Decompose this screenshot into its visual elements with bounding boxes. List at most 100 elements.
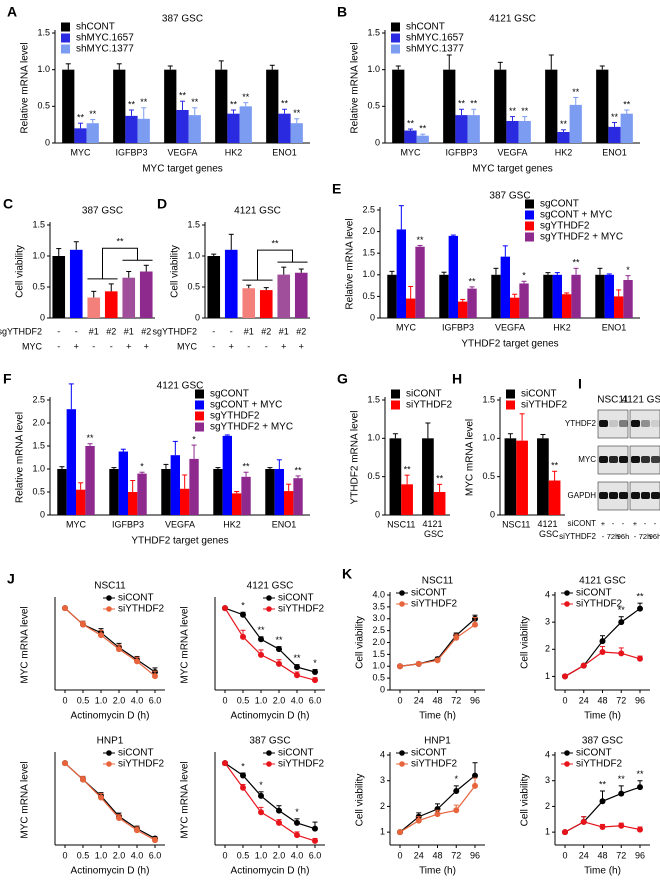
series-line bbox=[224, 607, 316, 673]
x-tick-label: 2.0 bbox=[273, 850, 286, 860]
point bbox=[618, 619, 625, 626]
blot-band bbox=[631, 492, 640, 499]
y-tick-label: 1.0 bbox=[482, 433, 495, 443]
row-value: - bbox=[634, 532, 637, 541]
x-tick-label: 0.5 bbox=[77, 850, 90, 860]
point bbox=[222, 760, 228, 767]
chart-title: NSC11 bbox=[94, 581, 126, 592]
legend-label: siCONT bbox=[278, 593, 314, 604]
legend-marker bbox=[564, 750, 570, 756]
x-tick-label: VEGFA bbox=[165, 519, 195, 529]
x-tick-label: 0 bbox=[397, 850, 402, 860]
y-tick-label: 4 bbox=[545, 749, 550, 759]
x-tick-label: 2.0 bbox=[113, 850, 126, 860]
blot-band bbox=[631, 456, 640, 463]
legend-label: siYTHDF2 bbox=[411, 759, 458, 770]
point bbox=[312, 837, 318, 844]
x-axis-label: Actinomycin D (h) bbox=[71, 711, 150, 722]
x-tick-label: 0 bbox=[222, 695, 227, 705]
y-axis-label: MYC mRNA level bbox=[465, 419, 476, 496]
bar bbox=[433, 492, 446, 515]
bar bbox=[543, 274, 553, 318]
chart-title: 4121 GSC bbox=[157, 381, 204, 392]
legend-label: sgCONT bbox=[540, 199, 579, 210]
bar bbox=[227, 113, 240, 143]
legend-marker bbox=[399, 590, 405, 596]
point bbox=[258, 636, 264, 643]
row-label: siYTHDF2 bbox=[559, 532, 596, 541]
blot-band bbox=[651, 420, 660, 427]
blot-band bbox=[599, 420, 608, 427]
y-tick-label: 3.0 bbox=[372, 613, 385, 623]
panel-letter: E bbox=[332, 181, 341, 197]
x-tick-label: HK2 bbox=[225, 147, 243, 157]
bar bbox=[232, 493, 242, 515]
y-axis-label: Cell viability bbox=[15, 245, 26, 298]
point bbox=[397, 663, 403, 670]
significance: ** bbox=[572, 87, 580, 97]
point bbox=[276, 646, 282, 653]
x-tick-label: 4121 GSC bbox=[422, 519, 445, 539]
significance: ** bbox=[470, 99, 478, 109]
y-tick-label: 1.5 bbox=[32, 440, 45, 450]
panel-letter: F bbox=[3, 371, 12, 387]
blot-band bbox=[609, 420, 618, 427]
x-tick-label: 6.0 bbox=[149, 850, 162, 860]
point bbox=[599, 824, 606, 830]
bar bbox=[274, 469, 284, 515]
y-axis-label: Cell viability bbox=[355, 616, 366, 669]
row-value: - bbox=[265, 341, 268, 351]
x-axis-label: Time (h) bbox=[584, 711, 621, 722]
bar bbox=[467, 115, 480, 143]
blot-band bbox=[599, 492, 608, 499]
point bbox=[258, 792, 264, 799]
row-value: + bbox=[144, 341, 149, 351]
bar bbox=[293, 478, 303, 515]
point bbox=[415, 660, 422, 667]
panel-letter: H bbox=[452, 371, 462, 387]
legend-label: siYTHDF2 bbox=[118, 759, 165, 770]
y-tick-label: 0.5 bbox=[37, 101, 50, 111]
legend-label: siYTHDF2 bbox=[406, 400, 453, 411]
legend-marker bbox=[266, 595, 272, 601]
bar bbox=[506, 121, 519, 143]
x-tick-label: 72 bbox=[616, 695, 626, 705]
significance: ** bbox=[77, 113, 85, 123]
x-axis-label: Actinomycin D (h) bbox=[71, 866, 150, 877]
bar bbox=[491, 274, 501, 318]
point bbox=[294, 832, 300, 839]
legend-label: siCONT bbox=[576, 748, 612, 759]
bar bbox=[242, 288, 256, 318]
legend-swatch bbox=[525, 232, 534, 242]
point bbox=[599, 638, 606, 645]
y-tick-label: 0 bbox=[40, 509, 45, 519]
x-tick-label: NSC11 bbox=[387, 519, 415, 529]
point bbox=[240, 633, 246, 640]
y-tick-label: 1.0 bbox=[372, 661, 385, 671]
x-tick-label: 24 bbox=[579, 695, 589, 705]
x-tick-label: 4121 GSC bbox=[537, 519, 560, 539]
significance: ** bbox=[404, 465, 412, 475]
x-tick-label: 48 bbox=[432, 695, 442, 705]
bar bbox=[500, 256, 510, 318]
legend-label: siCONT bbox=[406, 389, 442, 400]
legend-swatch bbox=[61, 33, 70, 43]
y-tick-label: 0.5 bbox=[482, 471, 495, 481]
point bbox=[98, 794, 104, 801]
point bbox=[599, 798, 606, 805]
series-line bbox=[64, 607, 156, 673]
y-tick-label: 0.5 bbox=[32, 486, 45, 496]
x-tick-label: VEGFA bbox=[497, 147, 527, 157]
bar bbox=[57, 469, 67, 515]
legend-swatch bbox=[61, 44, 70, 54]
bar bbox=[290, 123, 303, 143]
significance: ** bbox=[521, 106, 529, 116]
row-value: - bbox=[644, 519, 647, 528]
bar bbox=[137, 473, 147, 515]
row-value: + bbox=[299, 341, 304, 351]
significance: ** bbox=[275, 635, 283, 645]
point bbox=[152, 837, 158, 844]
point bbox=[312, 669, 318, 675]
point bbox=[618, 790, 625, 797]
x-axis-label: Actinomycin D (h) bbox=[231, 866, 310, 877]
